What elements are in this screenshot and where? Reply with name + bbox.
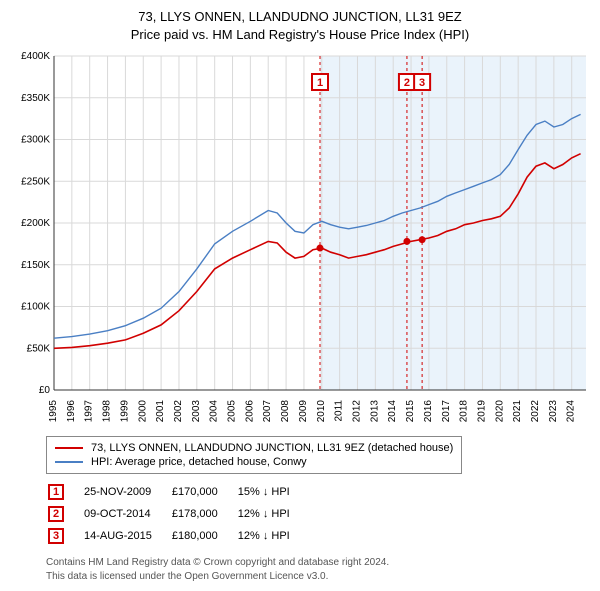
svg-text:£100K: £100K (21, 302, 50, 313)
sales-table: 1 25-NOV-2009£170,00015% ↓ HPI 2 09-OCT-201… (46, 480, 310, 548)
legend: 73, LLYS ONNEN, LLANDUDNO JUNCTION, LL31… (46, 436, 462, 474)
svg-text:2010: 2010 (316, 400, 327, 423)
svg-text:2004: 2004 (209, 400, 220, 423)
svg-text:2007: 2007 (262, 400, 273, 423)
svg-text:2020: 2020 (494, 400, 505, 423)
svg-text:£150K: £150K (21, 260, 50, 271)
sale-badge: 1 (48, 484, 64, 500)
svg-text:2001: 2001 (155, 400, 166, 423)
sale-row: 3 14-AUG-2015£180,00012% ↓ HPI (48, 526, 308, 546)
svg-text:1998: 1998 (102, 400, 113, 423)
legend-row-hpi: HPI: Average price, detached house, Conw… (55, 455, 453, 469)
svg-text:£50K: £50K (27, 344, 51, 355)
svg-text:£0: £0 (39, 385, 51, 396)
sale-price: £180,000 (172, 526, 236, 546)
svg-text:2018: 2018 (459, 400, 470, 423)
legend-label-hpi: HPI: Average price, detached house, Conw… (91, 456, 307, 468)
sale-date: 09-OCT-2014 (84, 504, 170, 524)
svg-text:£350K: £350K (21, 93, 50, 104)
svg-text:2024: 2024 (566, 400, 577, 423)
svg-text:2000: 2000 (137, 400, 148, 423)
svg-text:2016: 2016 (423, 400, 434, 423)
price-chart: £0 £50K £100K £150K £200K £250K £300K £350K £400… (8, 50, 592, 430)
svg-text:2022: 2022 (530, 400, 541, 423)
svg-text:2019: 2019 (476, 400, 487, 423)
chart-title-subtitle: Price paid vs. HM Land Registry's House … (8, 26, 592, 44)
svg-text:1999: 1999 (119, 400, 130, 423)
sale-row: 2 09-OCT-2014£178,00012% ↓ HPI (48, 504, 308, 524)
sale-delta: 15% ↓ HPI (238, 482, 308, 502)
svg-text:1995: 1995 (48, 400, 59, 423)
sale-date: 25-NOV-2009 (84, 482, 170, 502)
sale-badge: 2 (48, 506, 64, 522)
sale-price: £170,000 (172, 482, 236, 502)
svg-text:£300K: £300K (21, 135, 50, 146)
legend-row-property: 73, LLYS ONNEN, LLANDUDNO JUNCTION, LL31… (55, 441, 453, 455)
svg-text:2012: 2012 (351, 400, 362, 423)
sale-delta: 12% ↓ HPI (238, 526, 308, 546)
svg-text:2017: 2017 (441, 400, 452, 423)
svg-text:2015: 2015 (405, 400, 416, 423)
legend-swatch-property (55, 447, 83, 449)
sale-row: 1 25-NOV-2009£170,00015% ↓ HPI (48, 482, 308, 502)
legend-label-property: 73, LLYS ONNEN, LLANDUDNO JUNCTION, LL31… (91, 442, 453, 454)
chart-title-address: 73, LLYS ONNEN, LLANDUDNO JUNCTION, LL31… (8, 8, 592, 26)
sale-date: 14-AUG-2015 (84, 526, 170, 546)
footer-attribution: Contains HM Land Registry data © Crown c… (46, 556, 592, 583)
svg-text:2002: 2002 (173, 400, 184, 423)
svg-text:2006: 2006 (244, 400, 255, 423)
footer-line2: This data is licensed under the Open Gov… (46, 570, 592, 584)
svg-text:1996: 1996 (66, 400, 77, 423)
svg-text:£200K: £200K (21, 218, 50, 229)
svg-text:2005: 2005 (227, 400, 238, 423)
svg-text:2003: 2003 (191, 400, 202, 423)
svg-text:1997: 1997 (84, 400, 95, 423)
sale-price: £178,000 (172, 504, 236, 524)
svg-text:1: 1 (317, 77, 323, 89)
svg-text:3: 3 (419, 77, 425, 89)
svg-text:£400K: £400K (21, 51, 50, 62)
svg-text:2023: 2023 (548, 400, 559, 423)
svg-text:2014: 2014 (387, 400, 398, 423)
footer-line1: Contains HM Land Registry data © Crown c… (46, 556, 592, 570)
svg-text:2013: 2013 (369, 400, 380, 423)
svg-text:2: 2 (404, 77, 410, 89)
svg-text:2021: 2021 (512, 400, 523, 423)
svg-text:£250K: £250K (21, 177, 50, 188)
sale-delta: 12% ↓ HPI (238, 504, 308, 524)
svg-text:2008: 2008 (280, 400, 291, 423)
svg-text:2011: 2011 (334, 400, 345, 422)
sale-badge: 3 (48, 528, 64, 544)
svg-text:2009: 2009 (298, 400, 309, 423)
legend-swatch-hpi (55, 461, 83, 463)
